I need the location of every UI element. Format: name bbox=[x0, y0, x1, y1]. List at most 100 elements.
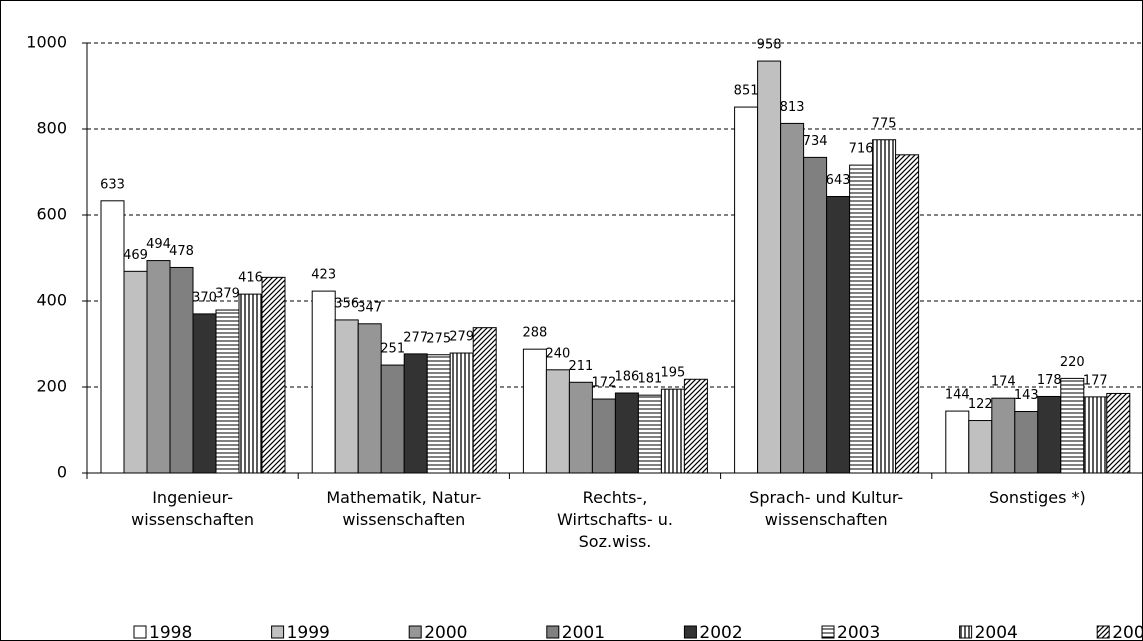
data-label: 174 bbox=[991, 375, 1016, 390]
legend-label: 2000 bbox=[424, 623, 467, 641]
legend-swatch bbox=[271, 625, 285, 639]
data-label: 958 bbox=[757, 38, 782, 53]
y-tick-label: 200 bbox=[36, 377, 67, 396]
data-label: 356 bbox=[334, 296, 359, 311]
legend-label: 2003 bbox=[837, 623, 880, 641]
x-tick-label: Mathematik, Natur- wissenschaften bbox=[326, 488, 482, 529]
legend-swatch bbox=[959, 625, 973, 639]
legend-swatch bbox=[1096, 625, 1110, 639]
bar bbox=[1060, 377, 1085, 474]
y-tick-label: 800 bbox=[36, 119, 67, 138]
data-label: 469 bbox=[123, 248, 148, 263]
data-label: 220 bbox=[1060, 355, 1085, 370]
legend-swatch bbox=[821, 625, 835, 639]
bar bbox=[123, 270, 148, 474]
bar bbox=[215, 309, 240, 474]
bar bbox=[169, 266, 194, 474]
bar bbox=[945, 410, 970, 474]
bar bbox=[261, 276, 286, 474]
data-label: 423 bbox=[311, 268, 336, 283]
data-label: 181 bbox=[637, 372, 662, 387]
bar bbox=[780, 122, 805, 474]
bar bbox=[1014, 411, 1039, 474]
y-tick-label: 1000 bbox=[26, 33, 67, 52]
bar bbox=[568, 381, 593, 474]
y-tick-label: 0 bbox=[57, 463, 67, 482]
legend-swatch bbox=[546, 625, 560, 639]
bar bbox=[426, 354, 451, 474]
data-label: 813 bbox=[780, 100, 805, 115]
data-label: 275 bbox=[426, 331, 451, 346]
bar bbox=[968, 420, 993, 474]
bar bbox=[357, 323, 382, 474]
data-label: 144 bbox=[945, 388, 970, 403]
data-label: 734 bbox=[803, 134, 828, 149]
bar bbox=[238, 293, 263, 474]
data-label: 279 bbox=[449, 330, 474, 345]
bar bbox=[895, 154, 920, 474]
y-tick-label: 600 bbox=[36, 205, 67, 224]
legend-label: 2002 bbox=[699, 623, 742, 641]
legend-label: 2001 bbox=[562, 623, 605, 641]
data-label: 251 bbox=[380, 342, 405, 357]
data-label: 288 bbox=[522, 326, 547, 341]
bar bbox=[826, 196, 851, 474]
legend-swatch bbox=[133, 625, 147, 639]
legend-label: 2004 bbox=[975, 623, 1018, 641]
data-label: 143 bbox=[1014, 388, 1039, 403]
legend-label: 2005 bbox=[1112, 623, 1143, 641]
bar bbox=[991, 397, 1016, 474]
bar bbox=[683, 378, 708, 474]
bar bbox=[311, 290, 336, 474]
bar bbox=[403, 353, 428, 474]
bar bbox=[146, 260, 171, 474]
data-label: 416 bbox=[238, 271, 263, 286]
data-label: 370 bbox=[192, 290, 217, 305]
bar bbox=[734, 106, 759, 474]
data-label: 122 bbox=[968, 397, 993, 412]
data-label: 775 bbox=[872, 116, 897, 131]
data-label: 633 bbox=[100, 177, 125, 192]
bar bbox=[1106, 392, 1131, 474]
data-label: 643 bbox=[826, 173, 851, 188]
bar bbox=[660, 388, 685, 474]
bar bbox=[614, 392, 639, 474]
data-label: 277 bbox=[403, 330, 428, 345]
data-label: 195 bbox=[660, 366, 685, 381]
legend-swatch bbox=[408, 625, 422, 639]
bar bbox=[1083, 396, 1108, 474]
bar bbox=[522, 348, 547, 474]
bar bbox=[637, 394, 662, 474]
bar bbox=[872, 139, 897, 474]
legend-label: 1999 bbox=[287, 623, 330, 641]
bar bbox=[545, 369, 570, 474]
bar bbox=[100, 200, 125, 474]
bar bbox=[334, 319, 359, 474]
bar bbox=[803, 156, 828, 474]
x-tick-label: Sprach- und Kultur- wissenschaften bbox=[749, 488, 904, 529]
bar bbox=[472, 327, 497, 474]
bar bbox=[757, 60, 782, 474]
data-label: 178 bbox=[1037, 373, 1062, 388]
data-label: 172 bbox=[591, 376, 616, 391]
x-tick-label: Sonstiges *) bbox=[988, 488, 1086, 507]
bar bbox=[380, 364, 405, 474]
bar bbox=[591, 398, 616, 474]
data-label: 347 bbox=[357, 300, 382, 315]
data-label: 494 bbox=[146, 237, 171, 252]
y-tick-label: 400 bbox=[36, 291, 67, 310]
legend-swatch bbox=[683, 625, 697, 639]
data-label: 379 bbox=[215, 287, 240, 302]
data-label: 240 bbox=[545, 346, 570, 361]
data-label: 716 bbox=[849, 142, 874, 157]
x-tick-label: Ingenieur- wissenschaften bbox=[131, 488, 255, 529]
bar bbox=[449, 352, 474, 474]
data-label: 177 bbox=[1083, 373, 1108, 388]
bar bbox=[849, 164, 874, 474]
bar bbox=[1037, 395, 1062, 474]
x-tick-label: Rechts-, Wirtschafts- u. Soz.wiss. bbox=[557, 488, 673, 551]
data-label: 186 bbox=[614, 370, 639, 385]
legend-label: 1998 bbox=[149, 623, 192, 641]
